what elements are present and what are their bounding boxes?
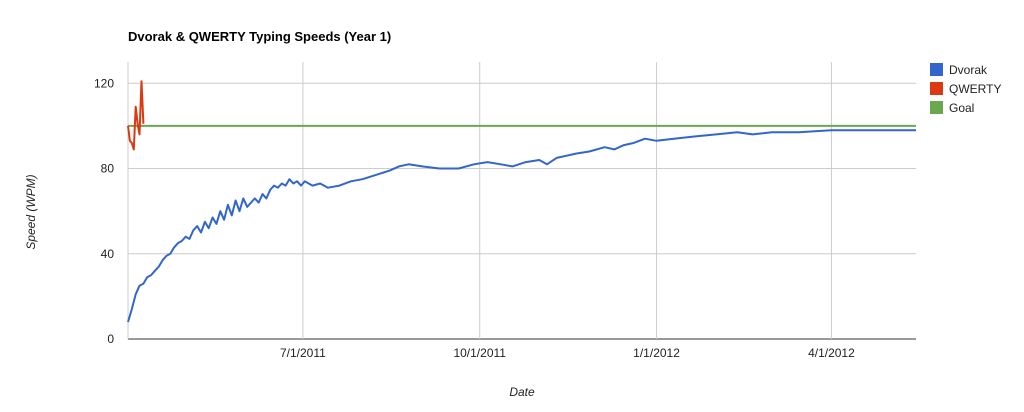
legend-label-goal: Goal	[949, 101, 974, 115]
legend-label-qwerty: QWERTY	[949, 82, 1001, 96]
x-tick-label: 4/1/2012	[808, 346, 855, 360]
x-axis-title: Date	[509, 385, 535, 399]
x-tick-label: 10/1/2011	[453, 346, 506, 360]
y-tick-label: 80	[101, 162, 115, 176]
series-line-dvorak	[127, 129, 916, 323]
gridlines	[127, 62, 916, 340]
legend-swatch-qwerty	[930, 82, 943, 95]
legend: Dvorak QWERTY Goal	[930, 63, 1001, 115]
x-axis-ticks: 7/1/2011 10/1/2011 1/1/2012 4/1/2012	[280, 346, 855, 360]
y-axis-title: Speed (WPM)	[24, 174, 38, 249]
legend-swatch-goal	[930, 101, 943, 114]
legend-label-dvorak: Dvorak	[949, 63, 988, 77]
x-tick-label: 1/1/2012	[633, 346, 680, 360]
plot-series	[127, 80, 916, 323]
series-line-qwerty	[127, 80, 145, 151]
legend-swatch-dvorak	[930, 63, 943, 76]
y-tick-label: 40	[101, 247, 115, 261]
y-tick-label: 0	[107, 332, 114, 346]
y-axis-ticks: 0 40 80 120	[94, 76, 114, 346]
y-tick-label: 120	[94, 76, 114, 90]
chart-title: Dvorak & QWERTY Typing Speeds (Year 1)	[128, 29, 391, 44]
x-tick-label: 7/1/2011	[280, 346, 326, 360]
